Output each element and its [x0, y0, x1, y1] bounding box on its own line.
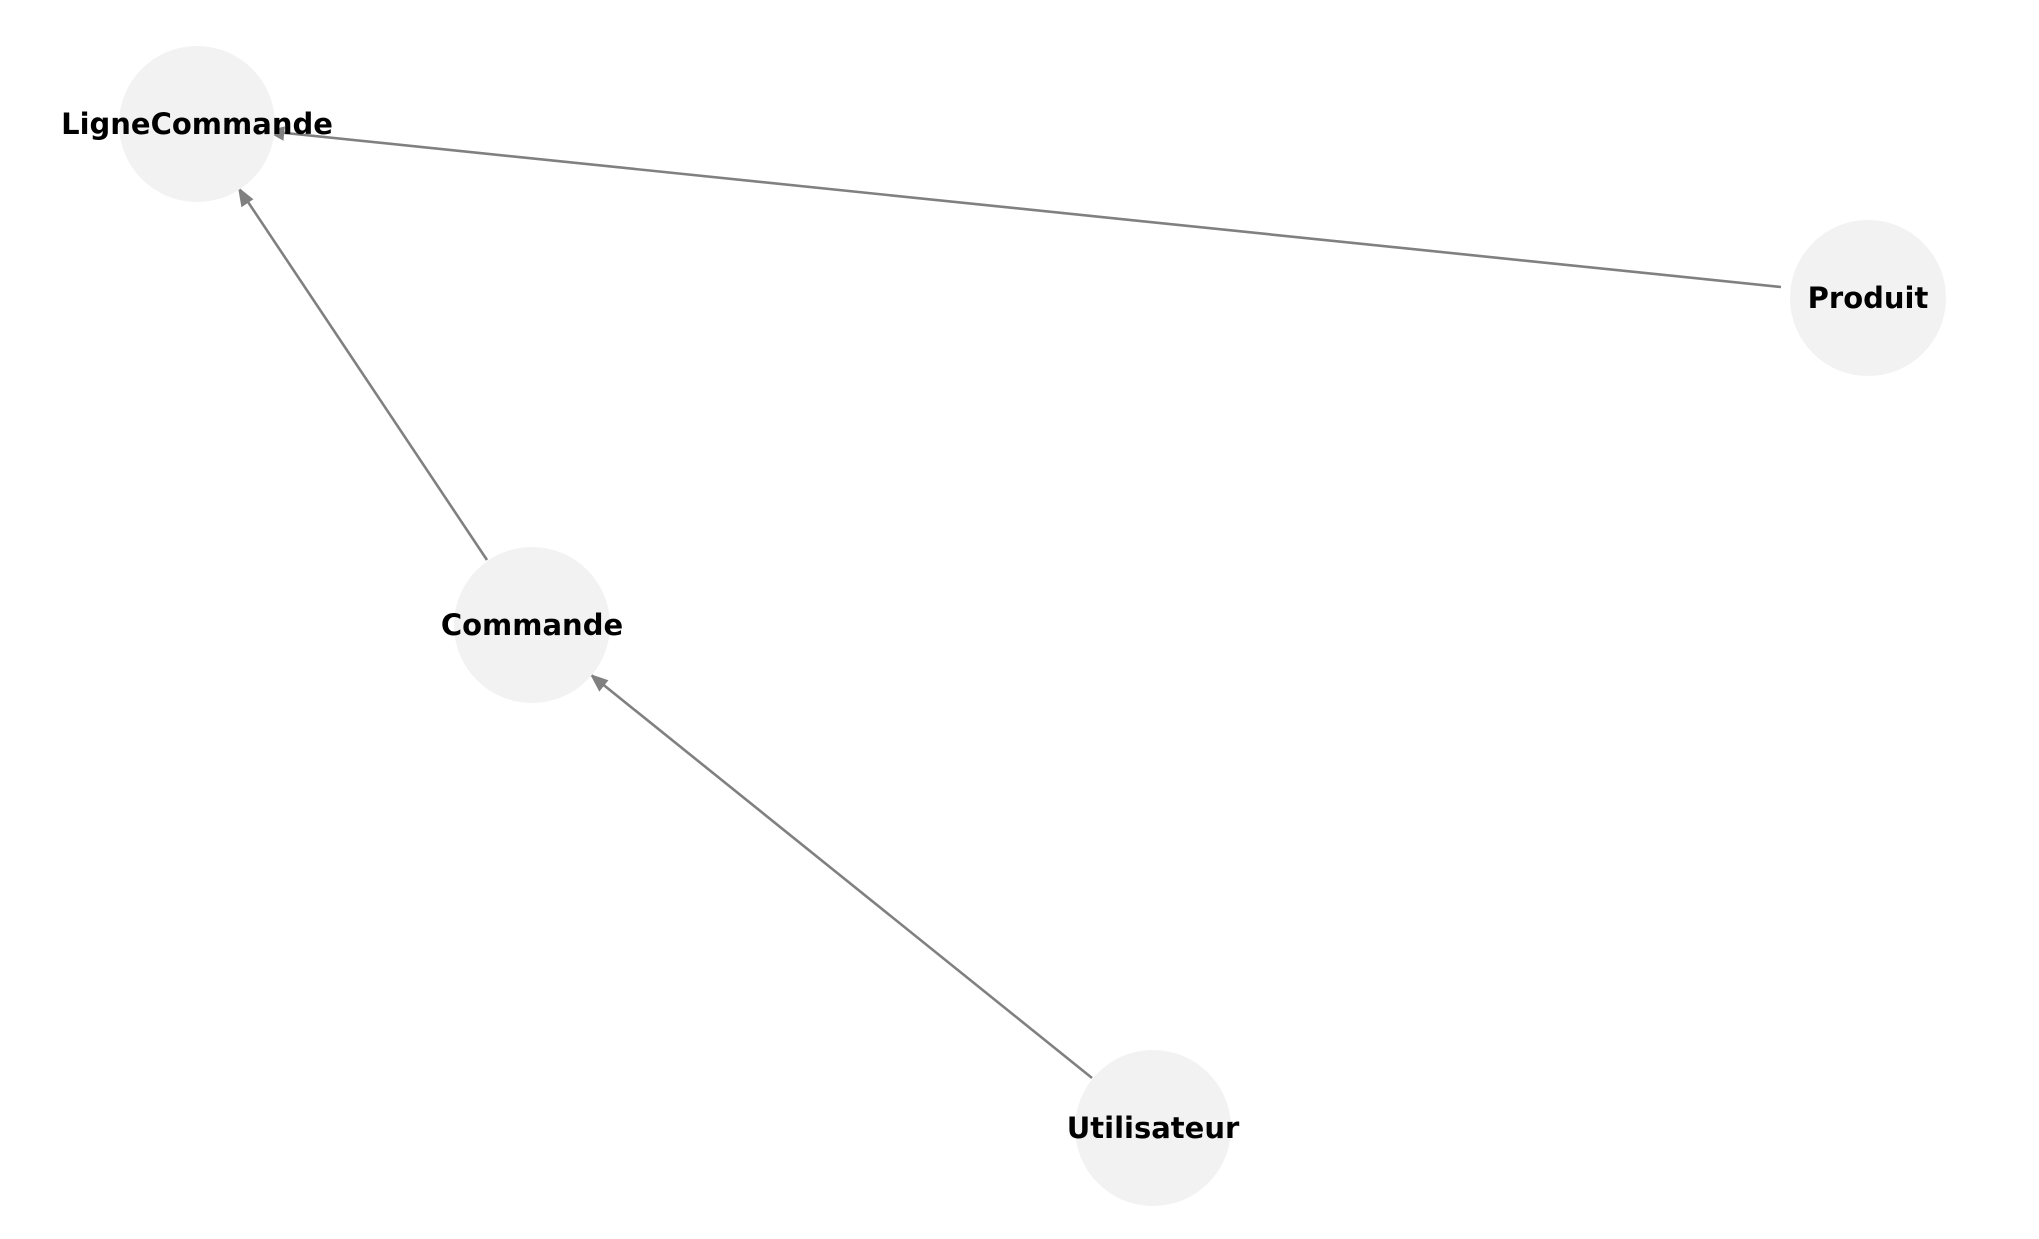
node-lignecommande[interactable]: LigneCommande	[61, 46, 333, 202]
edge-line	[265, 129, 1782, 289]
edge-line	[236, 186, 489, 561]
node-circle	[454, 547, 610, 703]
node-label: Commande	[441, 608, 623, 642]
edges-layer	[236, 126, 1782, 1080]
node-circle	[119, 46, 275, 202]
node-commande[interactable]: Commande	[441, 547, 623, 703]
node-utilisateur[interactable]: Utilisateur	[1067, 1050, 1240, 1206]
arrowhead-icon	[238, 187, 254, 208]
edge-commande-to-lignecommande	[236, 186, 489, 561]
node-produit[interactable]: Produit	[1790, 220, 1946, 376]
nodes-layer: LigneCommande Produit Commande Utilisate…	[61, 46, 1946, 1206]
node-label: LigneCommande	[61, 107, 333, 141]
edge-utilisateur-to-commande	[589, 672, 1093, 1080]
node-circle	[1790, 220, 1946, 376]
edge-line	[589, 672, 1093, 1080]
node-circle	[1075, 1050, 1231, 1206]
node-label: Produit	[1808, 281, 1929, 315]
node-label: Utilisateur	[1067, 1111, 1240, 1145]
arrowhead-icon	[590, 674, 609, 692]
edge-produit-to-lignecommande	[265, 126, 1782, 289]
